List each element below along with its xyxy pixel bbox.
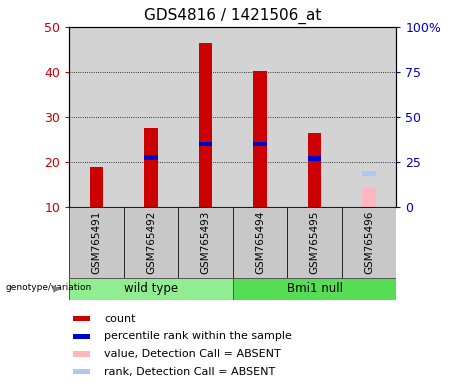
Text: value, Detection Call = ABSENT: value, Detection Call = ABSENT	[104, 349, 281, 359]
Bar	[73, 369, 89, 374]
Bar	[69, 207, 124, 278]
Bar	[362, 171, 376, 176]
Bar	[308, 133, 321, 207]
Bar	[199, 142, 213, 146]
Bar	[89, 167, 103, 207]
Bar	[233, 278, 396, 300]
Bar	[144, 128, 158, 207]
Bar	[253, 142, 267, 146]
Bar	[199, 43, 213, 207]
Text: rank, Detection Call = ABSENT: rank, Detection Call = ABSENT	[104, 367, 276, 377]
Bar	[287, 207, 342, 278]
Bar	[73, 334, 89, 339]
Title: GDS4816 / 1421506_at: GDS4816 / 1421506_at	[144, 8, 321, 24]
Text: Bmi1 null: Bmi1 null	[287, 283, 343, 295]
Text: count: count	[104, 314, 136, 324]
Bar	[73, 316, 89, 321]
Bar	[342, 207, 396, 278]
Text: GSM765491: GSM765491	[91, 211, 101, 274]
Text: GSM765495: GSM765495	[310, 211, 319, 274]
Text: genotype/variation: genotype/variation	[6, 283, 92, 292]
Bar	[253, 71, 267, 207]
Bar	[73, 351, 89, 357]
Text: percentile rank within the sample: percentile rank within the sample	[104, 331, 292, 341]
Bar	[362, 187, 376, 207]
Bar	[233, 207, 287, 278]
Bar	[144, 156, 158, 160]
Bar	[69, 278, 233, 300]
Bar	[308, 156, 321, 161]
Text: GSM765496: GSM765496	[364, 211, 374, 274]
Bar	[178, 207, 233, 278]
Text: GSM765493: GSM765493	[201, 211, 211, 274]
Bar	[124, 207, 178, 278]
Text: GSM765492: GSM765492	[146, 211, 156, 274]
Text: wild type: wild type	[124, 283, 178, 295]
Text: GSM765494: GSM765494	[255, 211, 265, 274]
